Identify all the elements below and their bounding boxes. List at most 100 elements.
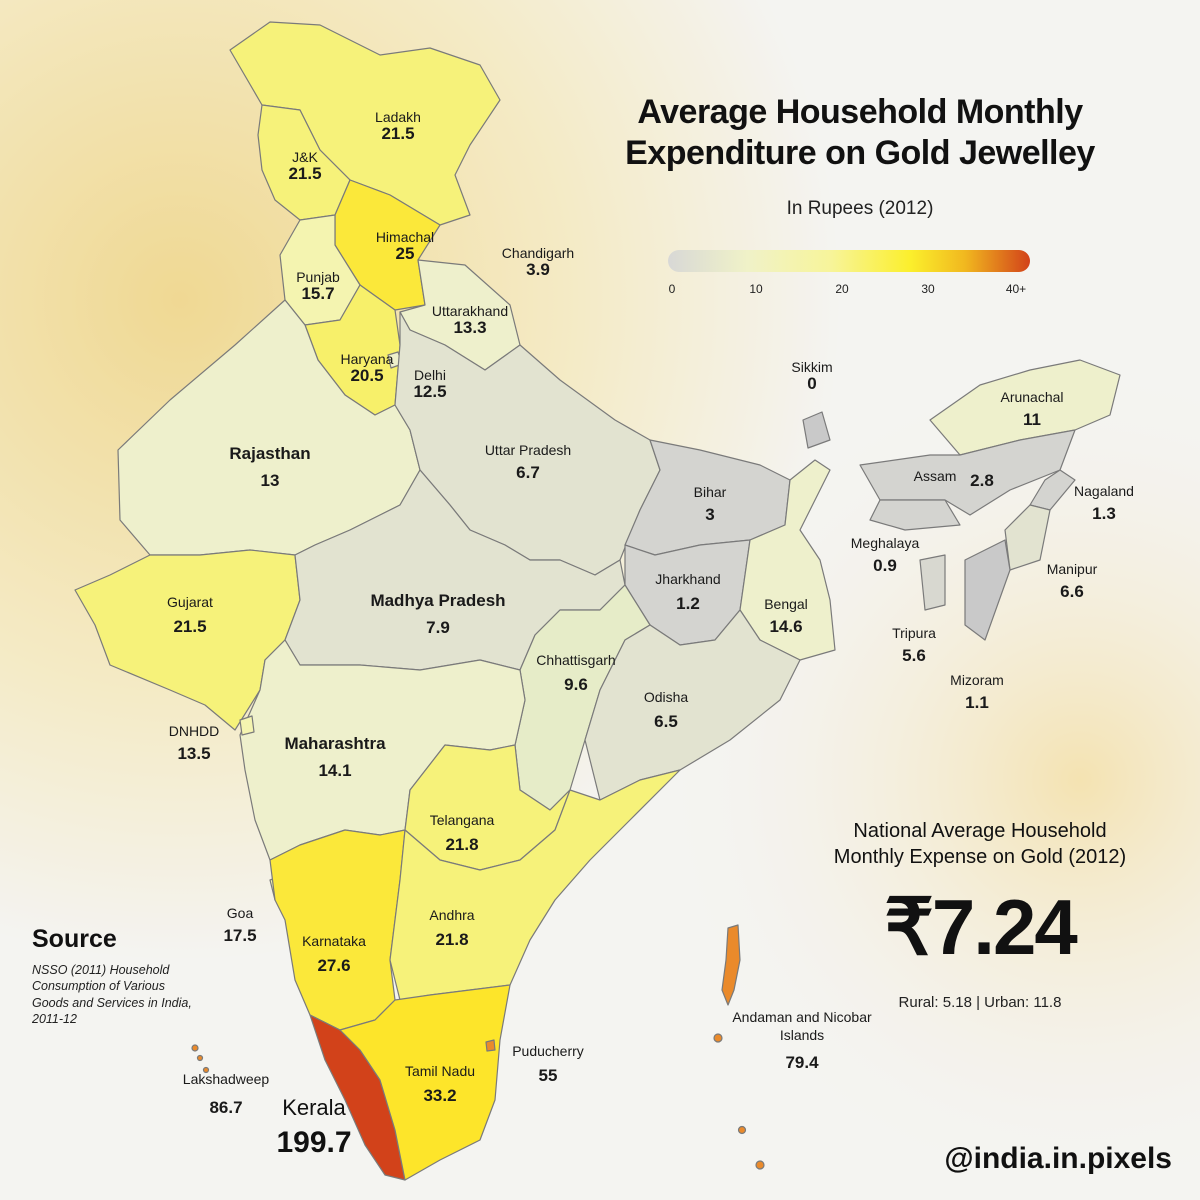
label-ladakh: Ladakh 21.5: [375, 109, 421, 144]
region-name: Tripura: [892, 625, 936, 641]
region-value: 21.8: [445, 835, 479, 855]
region-value: 27.6: [317, 956, 351, 976]
label-maharashtra: Maharashtra 14.1: [284, 734, 385, 780]
label-chandigarh: Chandigarh 3.9: [501, 245, 575, 280]
title-line-2: Expenditure on Gold Jewelley: [625, 133, 1095, 172]
region-value: 12.5: [413, 382, 447, 402]
region-name: DNHDD: [168, 723, 220, 739]
region-bengal: [739, 459, 836, 661]
region-karnataka: [269, 829, 406, 1031]
region-value: 0.9: [873, 556, 897, 576]
region-value: 17.5: [223, 926, 257, 946]
region-mizoram: [964, 539, 1011, 641]
label-chhattisgarh: Chhattisgarh 9.6: [536, 652, 616, 695]
region-name: Lakshadweep: [182, 1071, 270, 1087]
region-name: Haryana: [340, 351, 394, 367]
region-puducherry: [485, 1039, 496, 1052]
region-name: Jharkhand: [655, 571, 721, 587]
region-name: J&K: [292, 149, 318, 165]
region-name: Nagaland: [1074, 483, 1134, 499]
region-name: Bihar: [693, 484, 727, 500]
page-title: Average Household Monthly Expenditure on…: [600, 92, 1120, 174]
region-name: Madhya Pradesh: [370, 591, 506, 610]
label-odisha: Odisha 6.5: [644, 689, 688, 732]
region-name: Tamil Nadu: [404, 1063, 476, 1079]
region-lakshadweep: [191, 1044, 210, 1074]
national-average-title: National Average Household Monthly Expen…: [780, 818, 1180, 870]
region-name: Punjab: [296, 269, 340, 285]
legend-color-bar: [668, 250, 1030, 272]
region-value: 33.2: [423, 1086, 457, 1106]
region-name: Goa: [226, 905, 254, 921]
region-name: Arunachal: [1000, 389, 1064, 405]
label-madhya-pradesh: Madhya Pradesh 7.9: [370, 591, 506, 637]
region-sikkim: [802, 411, 831, 449]
region-value: 25: [395, 244, 415, 264]
region-name: Andaman and Nicobar Islands: [732, 1009, 872, 1044]
label-delhi: Delhi 12.5: [413, 367, 447, 402]
region-name: Kerala: [282, 1095, 346, 1120]
region-value: 5.6: [902, 646, 926, 666]
source-heading: Source: [32, 925, 117, 953]
label-dnhdd: DNHDD 13.5: [168, 723, 220, 764]
region-value: 0: [807, 374, 817, 394]
region-value: 15.7: [301, 284, 335, 304]
subtitle: In Rupees (2012): [786, 198, 934, 219]
region-tripura: [919, 554, 946, 611]
label-telangana: Telangana 21.8: [430, 812, 495, 855]
label-jk: J&K 21.5: [288, 149, 321, 184]
legend-tick: 20: [835, 282, 849, 296]
label-lakshadweep: Lakshadweep 86.7: [182, 1071, 270, 1118]
region-dnhdd: [239, 715, 255, 736]
label-bengal: Bengal 14.6: [764, 596, 808, 637]
label-rajasthan: Rajasthan 13: [229, 444, 311, 490]
region-name: Himachal: [375, 229, 435, 245]
region-gujarat: [74, 549, 301, 731]
author-handle: @india.in.pixels: [944, 1142, 1172, 1175]
region-andaman: [713, 924, 765, 1170]
region-odisha: [584, 609, 801, 801]
region-name: Rajasthan: [229, 444, 311, 463]
region-value: 3.9: [526, 260, 550, 280]
region-name: Puducherry: [512, 1043, 584, 1059]
label-sikkim: Sikkim 0: [791, 359, 833, 394]
label-bihar: Bihar 3: [693, 484, 727, 525]
region-meghalaya: [869, 499, 961, 531]
region-value: 11: [1023, 410, 1041, 430]
label-nagaland: Nagaland 1.3: [1074, 483, 1134, 524]
region-value: 20.5: [350, 366, 384, 386]
label-uttar-pradesh: Uttar Pradesh 6.7: [484, 442, 572, 483]
national-title-line-2: Monthly Expense on Gold (2012): [833, 846, 1127, 868]
region-value: 14.6: [769, 617, 803, 637]
region-name: Uttar Pradesh: [484, 442, 572, 458]
region-name: Gujarat: [167, 594, 213, 610]
label-andaman: Andaman and Nicobar Islands 79.4: [727, 1008, 877, 1073]
region-name: Chandigarh: [501, 245, 575, 261]
region-value: 1.2: [676, 594, 700, 614]
region-value: 13.3: [453, 318, 487, 338]
national-breakdown: Rural: 5.18 | Urban: 11.8: [898, 994, 1062, 1011]
legend-tick: 10: [749, 282, 763, 296]
label-andhra: Andhra 21.8: [429, 907, 475, 950]
region-name: Delhi: [414, 367, 446, 383]
region-value: 13: [260, 470, 280, 490]
region-name: Manipur: [1046, 561, 1098, 577]
region-value: 13.5: [177, 744, 211, 764]
region-name: Chhattisgarh: [536, 652, 616, 668]
region-tamil-nadu: [339, 984, 511, 1181]
source-text: NSSO (2011) Household Consumption of Var…: [32, 963, 192, 1026]
region-value: 1.3: [1092, 504, 1116, 524]
region-name: Andhra: [429, 907, 475, 923]
label-puducherry: Puducherry 55: [512, 1043, 584, 1086]
region-name: Uttarakhand: [431, 303, 509, 319]
region-name: Sikkim: [791, 359, 833, 375]
label-uttarakhand: Uttarakhand 13.3: [431, 303, 509, 338]
region-value: 6.7: [516, 463, 540, 483]
label-manipur: Manipur 6.6: [1046, 561, 1098, 602]
legend-tick: 0: [668, 282, 676, 296]
region-value: 14.1: [318, 760, 352, 780]
region-value: 79.4: [785, 1053, 819, 1073]
region-value: 6.6: [1060, 582, 1084, 602]
label-goa: Goa 17.5: [223, 905, 257, 946]
region-value: 21.8: [435, 930, 469, 950]
